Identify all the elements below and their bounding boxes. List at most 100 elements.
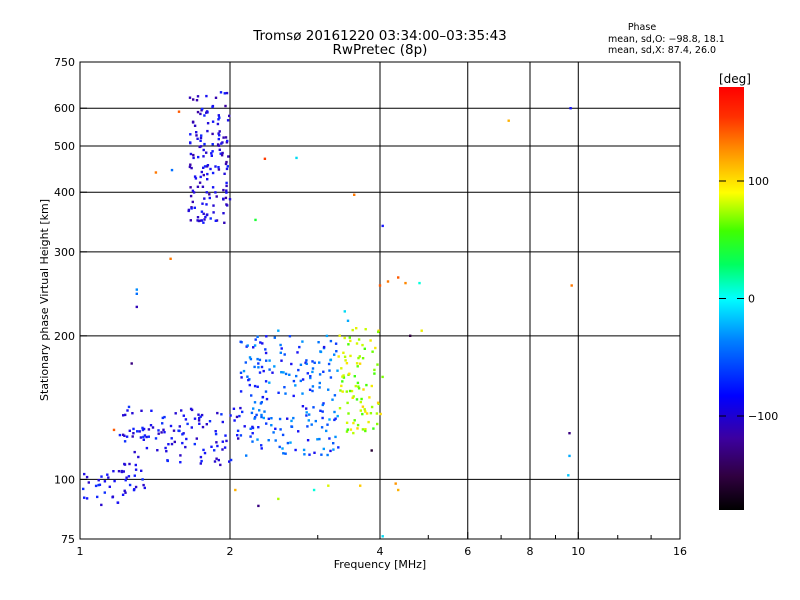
data-point (223, 172, 226, 175)
data-point (353, 419, 356, 422)
data-point (251, 426, 255, 430)
data-point (82, 487, 85, 491)
x-axis: 1 2 4 6 8 10 16 (77, 532, 687, 558)
data-point (117, 470, 121, 473)
data-point (318, 386, 321, 389)
data-point (338, 334, 341, 337)
data-point (124, 413, 127, 417)
data-point (318, 373, 322, 376)
stats-line-o: mean, sd,O: −98.8, 18.1 (608, 34, 725, 45)
data-point (178, 429, 181, 433)
data-point (112, 470, 115, 473)
data-point (134, 468, 138, 471)
colorbar-tick-label: 0 (748, 293, 755, 306)
data-point (133, 474, 136, 477)
data-point (205, 111, 208, 114)
data-point (228, 460, 231, 463)
data-point (250, 394, 253, 397)
data-point (198, 181, 202, 184)
data-point (210, 152, 213, 155)
data-point (123, 489, 126, 492)
data-point (193, 124, 197, 127)
data-point (193, 206, 196, 209)
data-point (136, 430, 139, 433)
data-point (361, 428, 365, 431)
data-point (205, 151, 208, 154)
data-point (225, 203, 228, 206)
data-point (305, 407, 308, 410)
data-point (100, 475, 103, 478)
data-point (163, 431, 166, 434)
data-point (108, 485, 111, 488)
data-point (249, 435, 252, 438)
data-point (124, 479, 127, 482)
data-point (268, 368, 271, 371)
data-point (286, 441, 290, 445)
data-point (254, 338, 257, 341)
data-point (121, 433, 125, 436)
data-point (201, 202, 204, 205)
data-point (142, 483, 145, 487)
data-point (355, 342, 359, 345)
data-point (341, 380, 344, 383)
data-point (211, 171, 215, 175)
data-point (364, 410, 367, 413)
data-point (329, 449, 332, 453)
data-point (233, 419, 236, 422)
data-point (265, 335, 268, 338)
data-point (350, 389, 354, 393)
data-point (303, 453, 306, 456)
data-point (242, 369, 246, 373)
data-point (196, 185, 200, 188)
data-point (193, 417, 197, 420)
data-point (189, 152, 193, 156)
y-tick-label: 100 (54, 473, 75, 486)
data-point (190, 408, 194, 412)
data-point (217, 132, 220, 135)
data-point (216, 122, 220, 126)
data-point (325, 429, 328, 433)
data-point (274, 439, 277, 442)
data-point (306, 439, 310, 442)
data-point (181, 441, 184, 445)
data-point (116, 501, 119, 504)
data-point (202, 212, 205, 215)
data-point (278, 417, 282, 421)
data-point (332, 442, 335, 445)
data-point (302, 448, 306, 452)
data-point (394, 482, 397, 485)
data-point (133, 450, 136, 454)
data-point (349, 339, 352, 343)
data-point (268, 359, 271, 362)
data-point (376, 401, 380, 404)
data-point (235, 415, 239, 419)
data-point (203, 197, 206, 200)
data-point (205, 94, 208, 98)
data-point (265, 397, 269, 401)
data-point (262, 416, 265, 420)
data-point (418, 281, 421, 285)
data-point (98, 483, 102, 486)
data-point (351, 328, 354, 332)
data-point (355, 327, 358, 330)
data-point (206, 164, 210, 167)
data-point (225, 184, 228, 188)
data-point (184, 445, 187, 449)
data-point (142, 435, 145, 439)
data-point (357, 385, 360, 388)
data-point (253, 384, 257, 388)
data-point (149, 424, 153, 427)
data-point (262, 369, 265, 373)
data-point (169, 424, 173, 428)
data-point (205, 203, 208, 206)
data-point (347, 412, 350, 415)
data-point (288, 335, 292, 338)
data-point (347, 343, 350, 346)
data-point (333, 394, 337, 397)
data-point (369, 339, 372, 342)
data-point (206, 172, 209, 176)
data-point (349, 428, 353, 431)
data-point (218, 134, 221, 137)
data-point (292, 416, 295, 420)
